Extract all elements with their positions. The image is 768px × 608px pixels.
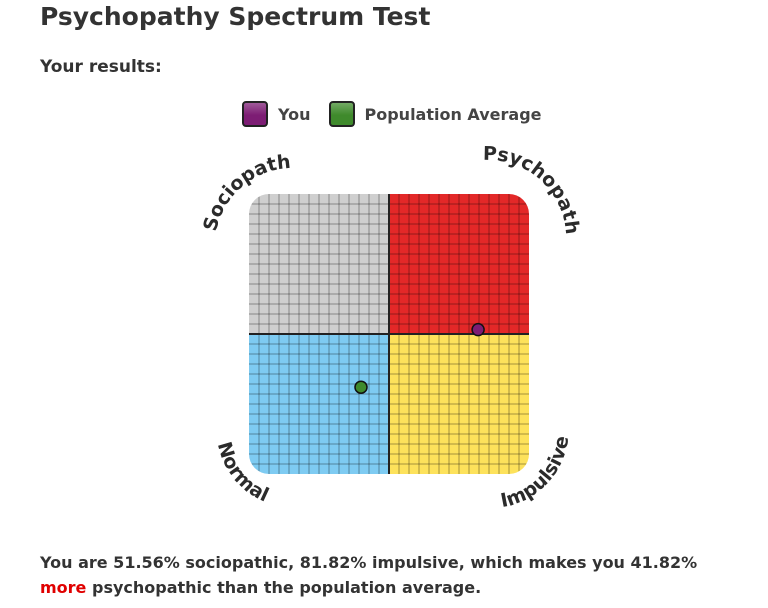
quadrant-sociopath <box>249 194 389 334</box>
legend-label-you: You <box>278 104 311 124</box>
legend-item-you: You <box>242 101 311 127</box>
result-summary: You are 51.56% sociopathic, 81.82% impul… <box>40 550 740 600</box>
results-label: Your results: <box>40 57 162 77</box>
chart-legend: You Population Average <box>242 99 560 129</box>
population-average-point <box>354 380 368 394</box>
quadrant-impulsive <box>389 334 529 474</box>
you-swatch <box>242 101 268 127</box>
quadrant-normal <box>249 334 389 474</box>
summary-suffix: psychopathic than the population average… <box>91 578 482 597</box>
plot-area <box>249 194 529 474</box>
population-swatch <box>328 101 355 127</box>
page-title: Psychopathy Spectrum Test <box>40 2 431 31</box>
quadrant-psychopath <box>389 194 529 334</box>
summary-emphasis: more <box>40 578 87 597</box>
legend-item-population: Population Average <box>328 101 542 127</box>
you-point <box>471 322 485 337</box>
summary-prefix: You are 51.56% sociopathic, 81.82% impul… <box>40 553 698 572</box>
legend-label-population: Population Average <box>364 104 542 124</box>
